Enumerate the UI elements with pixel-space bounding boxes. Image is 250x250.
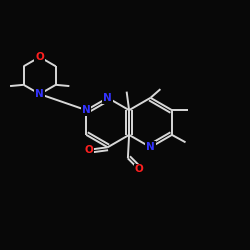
Text: N: N [103,93,112,103]
Text: O: O [35,52,44,62]
Text: N: N [146,142,155,152]
Text: O: O [134,164,143,174]
Text: N: N [82,105,91,115]
Text: O: O [85,145,94,155]
Text: N: N [35,89,44,99]
